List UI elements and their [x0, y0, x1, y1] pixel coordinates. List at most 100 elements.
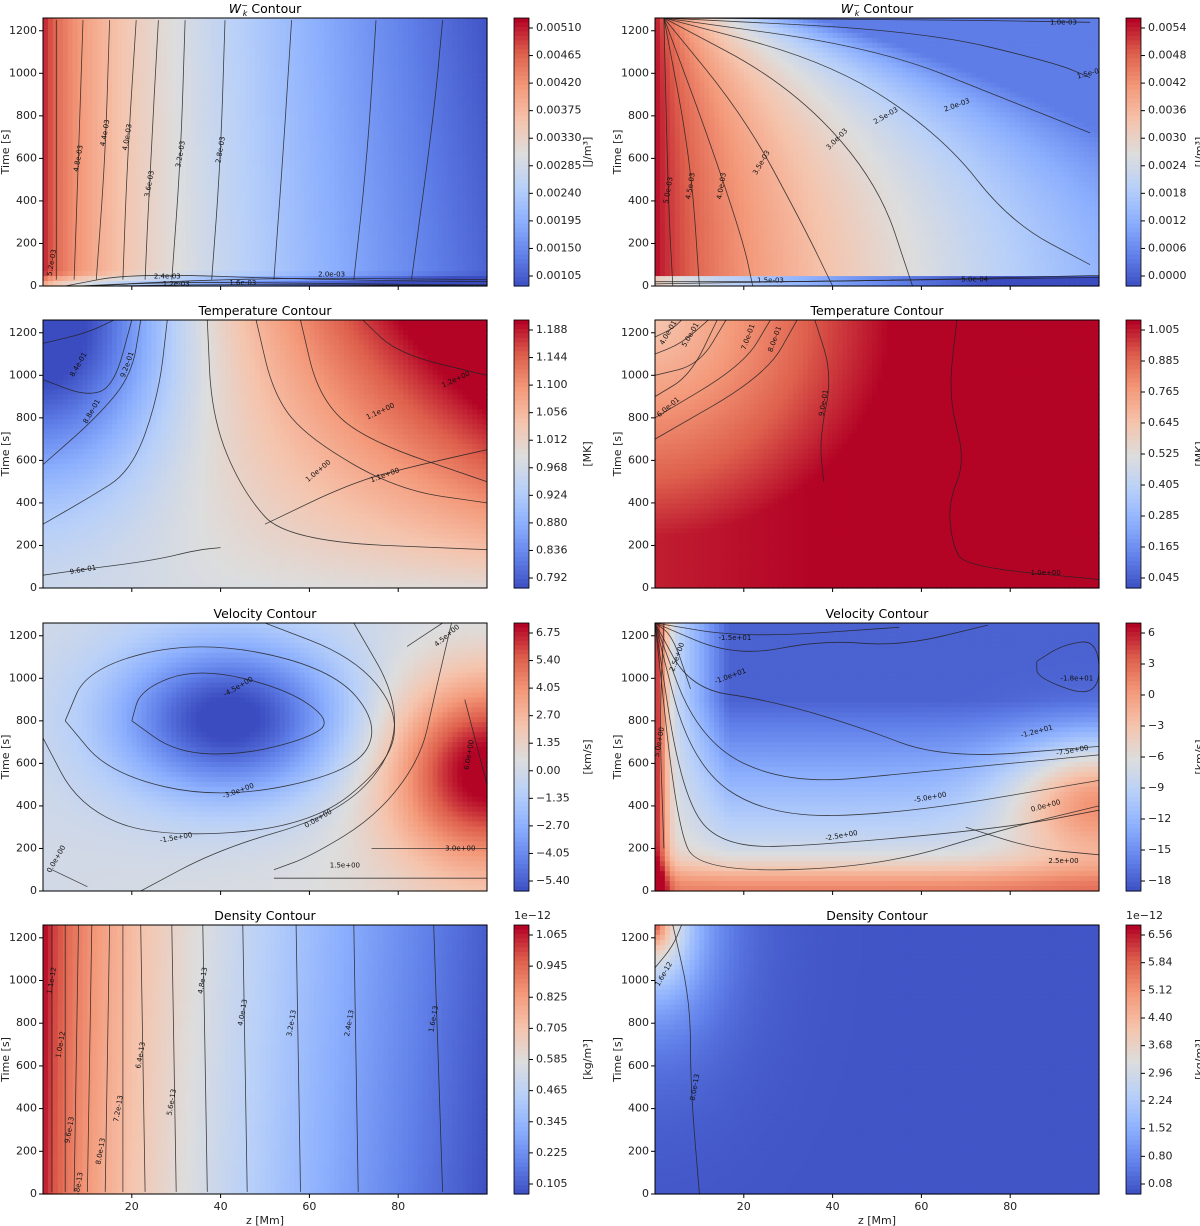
heatmap-cell	[147, 23, 153, 29]
heatmap-cell	[82, 63, 88, 69]
heatmap-cell	[107, 167, 113, 173]
heatmap-cell	[63, 231, 69, 237]
heatmap-cell	[82, 246, 88, 252]
heatmap-cell	[92, 202, 98, 208]
heatmap-cell	[58, 137, 64, 143]
heatmap-cell	[137, 127, 143, 133]
heatmap-cell	[117, 102, 123, 108]
heatmap-cell	[43, 58, 49, 64]
heatmap-cell	[48, 157, 54, 163]
heatmap-cell	[137, 162, 143, 168]
heatmap-cell	[112, 102, 118, 108]
heatmap-cell	[142, 276, 148, 282]
heatmap-cell	[68, 53, 74, 59]
heatmap-cell	[102, 266, 108, 272]
heatmap-cell	[127, 182, 133, 188]
heatmap-cell	[78, 217, 84, 223]
heatmap-cell	[73, 23, 79, 29]
heatmap-cell	[107, 192, 113, 198]
heatmap-cell	[132, 63, 138, 69]
heatmap-cell	[48, 167, 54, 173]
heatmap-cell	[142, 167, 148, 173]
heatmap-cell	[63, 107, 69, 113]
heatmap-cell	[78, 83, 84, 89]
heatmap-cell	[137, 276, 143, 282]
heatmap-cell	[127, 38, 133, 44]
heatmap-cell	[53, 112, 59, 118]
heatmap-cell	[137, 102, 143, 108]
heatmap-cell	[78, 231, 84, 237]
heatmap-cell	[137, 182, 143, 188]
heatmap-cell	[63, 187, 69, 193]
heatmap-cell	[58, 28, 64, 34]
heatmap-cell	[122, 18, 128, 24]
heatmap-cell	[107, 87, 113, 93]
heatmap-cell	[48, 202, 54, 208]
heatmap-cell	[58, 221, 64, 227]
heatmap-cell	[48, 197, 54, 203]
heatmap-cell	[58, 157, 64, 163]
heatmap-cell	[107, 251, 113, 257]
heatmap-cell	[82, 112, 88, 118]
heatmap-cell	[117, 152, 123, 158]
heatmap-cell	[122, 48, 128, 54]
heatmap-cell	[142, 137, 148, 143]
heatmap-cell	[137, 207, 143, 213]
heatmap-cell	[112, 202, 118, 208]
heatmap-cell	[107, 256, 113, 262]
heatmap-cell	[68, 58, 74, 64]
heatmap-cell	[92, 241, 98, 247]
heatmap-cell	[117, 58, 123, 64]
heatmap-cell	[58, 102, 64, 108]
heatmap-cell	[142, 63, 148, 69]
heatmap-cell	[107, 162, 113, 168]
heatmap-cell	[68, 202, 74, 208]
heatmap-cell	[87, 221, 93, 227]
heatmap-cell	[122, 63, 128, 69]
heatmap-cell	[122, 68, 128, 74]
heatmap-cell	[58, 182, 64, 188]
heatmap-cell	[53, 92, 59, 98]
heatmap-cell	[58, 256, 64, 262]
heatmap-cell	[97, 38, 103, 44]
heatmap-cell	[53, 28, 59, 34]
heatmap-cell	[147, 112, 153, 118]
heatmap-cell	[92, 78, 98, 84]
heatmap-cell	[43, 92, 49, 98]
heatmap-cell	[137, 63, 143, 69]
heatmap-cell	[112, 197, 118, 203]
heatmap-cell	[112, 68, 118, 74]
heatmap-cell	[82, 256, 88, 262]
heatmap-cell	[92, 167, 98, 173]
heatmap-cell	[58, 63, 64, 69]
heatmap-cell	[58, 192, 64, 198]
heatmap-cell	[112, 192, 118, 198]
heatmap-cell	[43, 182, 49, 188]
heatmap-cell	[97, 172, 103, 178]
heatmap-cell	[78, 221, 84, 227]
heatmap-cell	[137, 192, 143, 198]
heatmap-cell	[63, 162, 69, 168]
heatmap-cell	[117, 107, 123, 113]
heatmap-cell	[78, 63, 84, 69]
heatmap-cell	[78, 18, 84, 24]
heatmap-cell	[53, 43, 59, 49]
heatmap-cell	[68, 177, 74, 183]
heatmap-cell	[107, 112, 113, 118]
heatmap-cell	[122, 107, 128, 113]
heatmap-cell	[137, 18, 143, 24]
heatmap-cell	[87, 23, 93, 29]
heatmap-cell	[53, 207, 59, 213]
heatmap-cell	[63, 87, 69, 93]
heatmap-cell	[132, 246, 138, 252]
heatmap-cell	[142, 266, 148, 272]
heatmap-cell	[73, 68, 79, 74]
heatmap-cell	[122, 58, 128, 64]
heatmap-cell	[132, 276, 138, 282]
heatmap-cell	[48, 48, 54, 54]
heatmap-cell	[58, 38, 64, 44]
heatmap-cell	[112, 207, 118, 213]
heatmap-cell	[48, 231, 54, 237]
heatmap-cell	[117, 231, 123, 237]
heatmap-cell	[73, 122, 79, 128]
